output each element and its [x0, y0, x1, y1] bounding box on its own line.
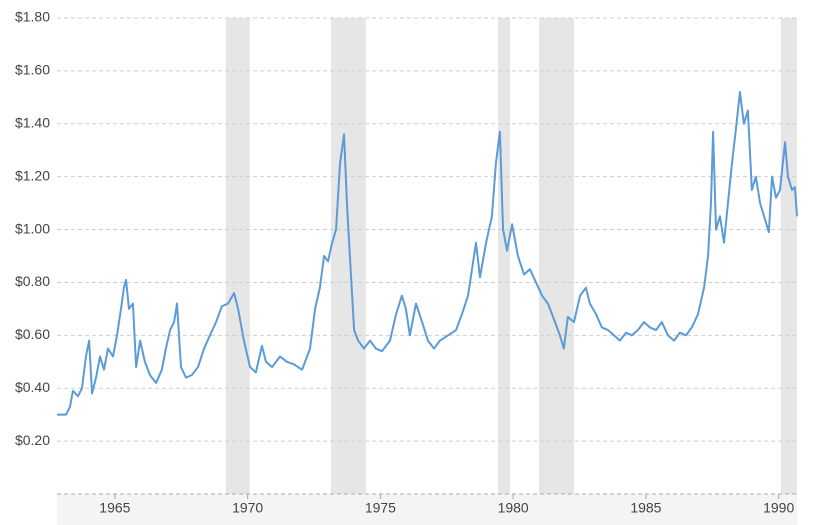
recession-band — [225, 18, 250, 494]
y-tick-label: $0.40 — [15, 379, 50, 395]
x-tick-label: 1980 — [498, 500, 529, 516]
recession-band — [498, 18, 510, 494]
y-tick-label: $0.60 — [15, 326, 50, 342]
y-tick-label: $1.40 — [15, 114, 50, 130]
y-tick-label: $1.20 — [15, 167, 50, 183]
x-tick-label: 1975 — [365, 500, 396, 516]
x-tick-label: 1965 — [99, 500, 130, 516]
y-tick-label: $1.60 — [15, 62, 50, 78]
x-tick-label: 1985 — [630, 500, 661, 516]
x-axis-band — [57, 494, 797, 525]
x-tick-label: 1990 — [763, 500, 794, 516]
y-tick-label: $1.80 — [15, 9, 50, 25]
y-tick-label: $0.80 — [15, 273, 50, 289]
price-line — [57, 91, 798, 416]
y-tick-label: $1.00 — [15, 220, 50, 236]
recession-band — [538, 18, 574, 494]
x-tick-label: 1970 — [232, 500, 263, 516]
y-tick-label: $0.20 — [15, 432, 50, 448]
recession-band — [780, 18, 797, 494]
recession-band — [331, 18, 366, 494]
